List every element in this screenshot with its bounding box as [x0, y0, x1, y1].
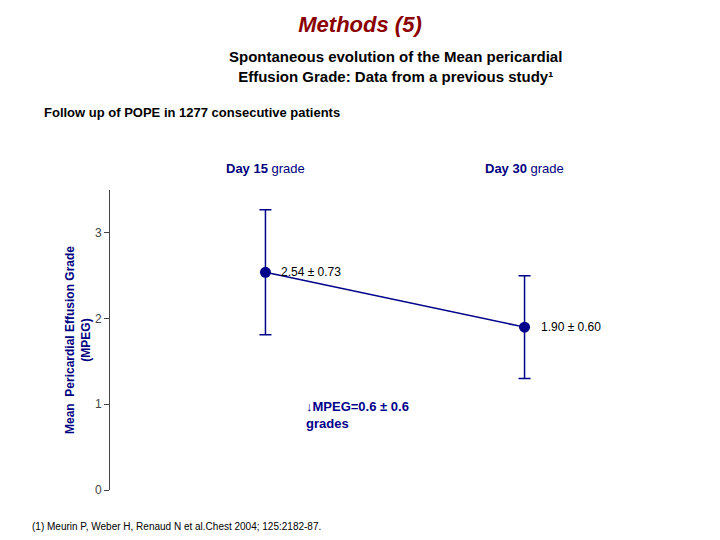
- svg-text:(1) Meurin P, Weber H, Renaud: (1) Meurin P, Weber H, Renaud N et al.Ch…: [32, 521, 321, 532]
- svg-text:1: 1: [95, 397, 102, 411]
- svg-text:Methods (5): Methods (5): [298, 12, 421, 37]
- svg-text:Follow up of POPE in 1277 cons: Follow up of POPE in 1277 consecutive pa…: [44, 105, 340, 120]
- svg-text:Day 30 grade: Day 30 grade: [485, 161, 564, 176]
- svg-text:0: 0: [95, 483, 102, 497]
- svg-text:3: 3: [95, 226, 102, 240]
- svg-text:2.54 ± 0.73: 2.54 ± 0.73: [281, 265, 341, 279]
- svg-text:Mean Pericardial Effusion Gra: Mean Pericardial Effusion Grade(MPEG): [63, 246, 93, 434]
- svg-text:2: 2: [95, 312, 102, 326]
- svg-text:Day 15 grade: Day 15 grade: [226, 161, 305, 176]
- svg-text:Spontaneous evolution of the M: Spontaneous evolution of the Mean perica…: [229, 48, 562, 85]
- svg-text:1.90 ± 0.60: 1.90 ± 0.60: [541, 320, 601, 334]
- svg-text:↓MPEG=0.6 ± 0.6grades: ↓MPEG=0.6 ± 0.6grades: [306, 399, 409, 431]
